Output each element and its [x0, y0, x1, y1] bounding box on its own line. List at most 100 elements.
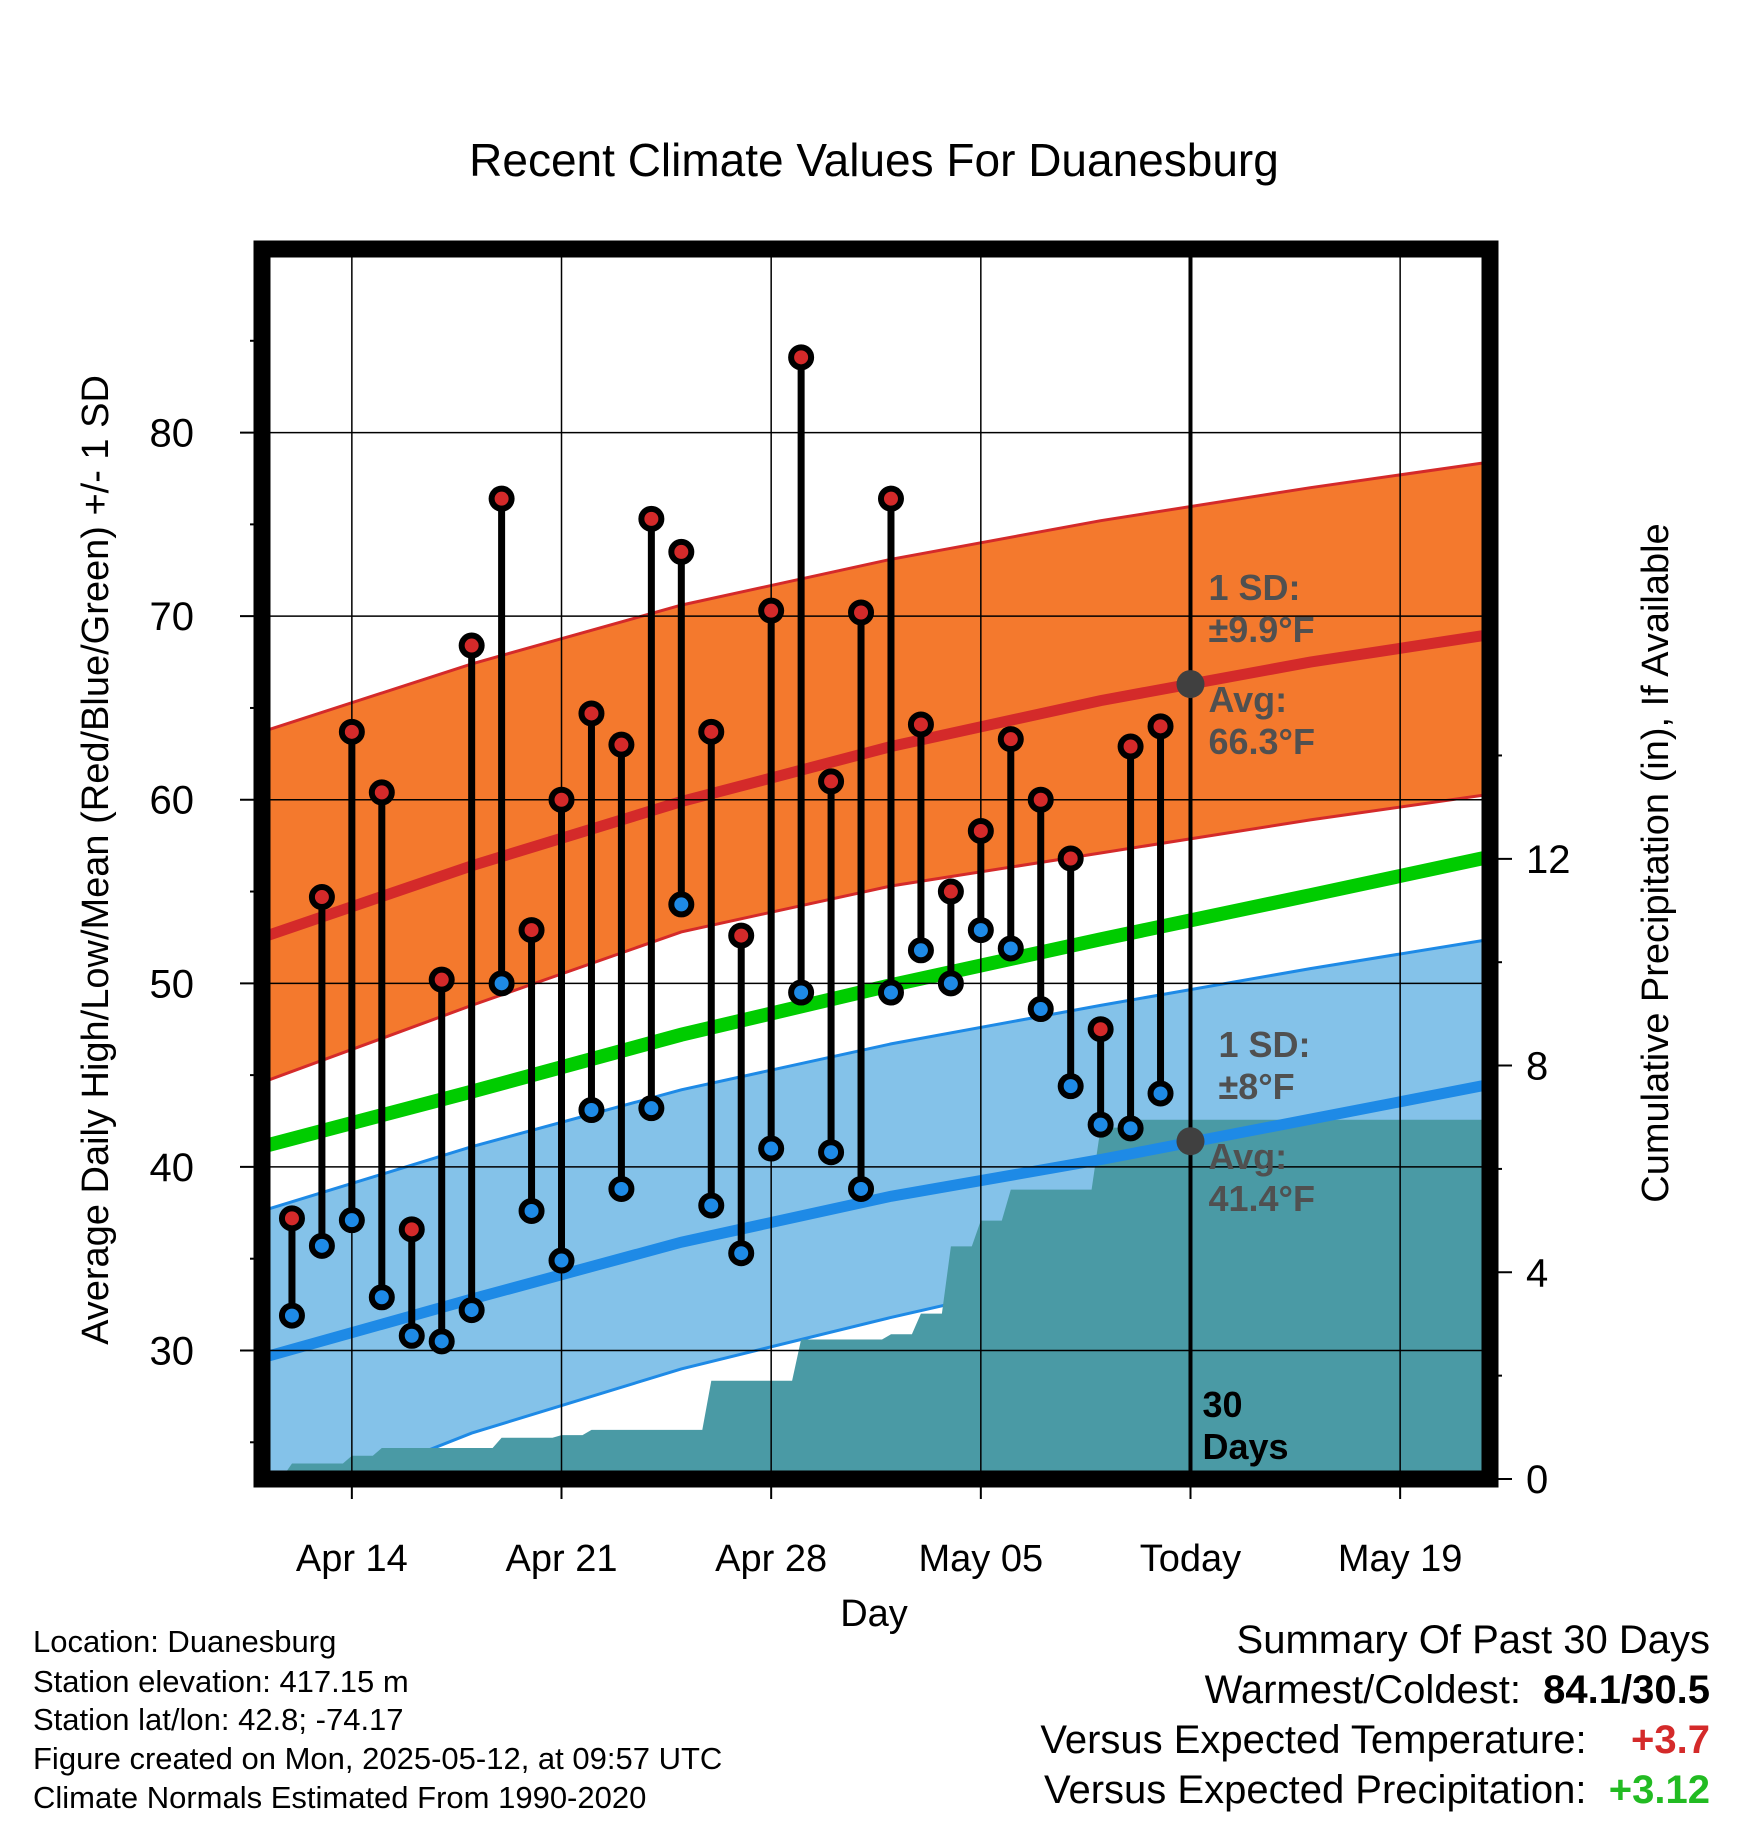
daily-low-point	[1147, 1080, 1174, 1107]
daily-high-point	[338, 718, 365, 745]
low-sd-value: ±8°F	[1218, 1066, 1294, 1107]
daily-high-point	[278, 1205, 305, 1232]
x-axis-label: Day	[840, 1593, 908, 1635]
daily-low-point	[788, 979, 815, 1006]
daily-low-point	[668, 891, 695, 918]
normals-layer	[262, 460, 1490, 1479]
precip-value: +3.12	[1608, 1768, 1710, 1812]
x-tick-label: May 19	[1338, 1538, 1463, 1580]
precip-label: Versus Expected Precipitation:	[1044, 1768, 1587, 1812]
daily-high-point	[368, 779, 395, 806]
daily-low-point	[608, 1175, 635, 1202]
today-avg-low-marker	[1176, 1127, 1205, 1156]
daily-low-point	[548, 1247, 575, 1274]
daily-high-point	[728, 922, 755, 949]
daily-high-point	[788, 344, 815, 371]
summary-precipitation: Versus Expected Precipitation: +3.12	[1044, 1768, 1710, 1813]
y2-tick-label: 4	[1526, 1251, 1548, 1295]
daily-low-point	[907, 937, 934, 964]
daily-low-point	[1027, 996, 1054, 1023]
days-label: Days	[1202, 1426, 1288, 1467]
daily-high-point	[638, 505, 665, 532]
daily-high-point	[428, 966, 455, 993]
daily-low-point	[937, 970, 964, 997]
daily-low-point	[728, 1240, 755, 1267]
high-avg-label: Avg:	[1208, 679, 1287, 720]
daily-low-point	[997, 935, 1024, 962]
daily-high-point	[308, 884, 335, 911]
daily-low-point	[518, 1197, 545, 1224]
summary-temperature: Versus Expected Temperature: +3.7	[1040, 1718, 1710, 1763]
today-layer	[1176, 249, 1205, 1479]
chart-title: Recent Climate Values For Duanesburg	[469, 134, 1279, 186]
cumulative-precip-area	[262, 1119, 1490, 1479]
low-avg-label: Avg:	[1208, 1136, 1287, 1177]
x-tick-label: Today	[1140, 1538, 1241, 1580]
x-tick-label: Apr 28	[715, 1538, 827, 1580]
daily-low-point	[578, 1097, 605, 1123]
y2-axis-label: Cumulative Precipitation (in), If Availa…	[1635, 523, 1677, 1202]
daily-high-point	[668, 538, 695, 565]
axes-layer: 30 40 50 60 70 80 0 4 8 12 Apr 14 Apr 21 Apr 28 May 0…	[150, 339, 1571, 1580]
summary-title: Summary Of Past 30 Days	[1236, 1618, 1710, 1662]
y-tick-label: 80	[150, 412, 195, 456]
y2-tick-label: 0	[1526, 1458, 1548, 1502]
daily-high-point	[877, 485, 904, 512]
today-avg-high-marker	[1176, 670, 1205, 699]
temp-value: +3.7	[1631, 1718, 1710, 1762]
daily-high-point	[758, 597, 785, 624]
daily-high-point	[1057, 845, 1084, 872]
daily-high-point	[458, 632, 485, 659]
x-tick-label: Apr 14	[296, 1538, 408, 1580]
daily-low-point	[1087, 1111, 1114, 1138]
meta-latlon: Station lat/lon: 42.8; -74.17	[33, 1702, 404, 1737]
daily-low-point	[488, 970, 515, 997]
daily-high-point	[1027, 786, 1054, 813]
y2-tick-label: 12	[1526, 838, 1571, 882]
daily-low-point	[428, 1328, 455, 1355]
daily-low-point	[638, 1095, 665, 1122]
daily-high-point	[848, 599, 875, 626]
daily-high-point	[1117, 733, 1144, 760]
daily-high-point	[1147, 713, 1174, 740]
daily-high-point	[818, 768, 845, 795]
daily-high-point	[937, 878, 964, 905]
daily-low-point	[308, 1232, 335, 1259]
x-tick-label: May 05	[919, 1538, 1044, 1580]
y-tick-label: 30	[150, 1329, 195, 1373]
high-sd-value: ±9.9°F	[1208, 609, 1314, 650]
meta-created: Figure created on Mon, 2025-05-12, at 09…	[33, 1741, 723, 1776]
daily-low-point	[278, 1302, 305, 1329]
plot-frame	[253, 240, 1499, 1488]
daily-high-point	[608, 731, 635, 758]
warmest-coldest-label: Warmest/Coldest:	[1204, 1668, 1521, 1712]
daily-high-point	[997, 726, 1024, 753]
daily-low-point	[338, 1207, 365, 1234]
daily-high-point	[907, 711, 934, 738]
daily-high-point	[398, 1216, 425, 1243]
y-tick-label: 40	[150, 1146, 195, 1190]
daily-high-point	[488, 485, 515, 512]
daily-low-point	[967, 917, 994, 944]
high-sd-band	[262, 462, 1490, 1083]
daily-low-point	[758, 1135, 785, 1162]
high-avg-value: 66.3°F	[1208, 721, 1314, 762]
meta-location: Location: Duanesburg	[33, 1624, 337, 1659]
days-count: 30	[1202, 1384, 1242, 1425]
daily-low-point	[1057, 1073, 1084, 1100]
meta-normals: Climate Normals Estimated From 1990-2020	[33, 1780, 647, 1815]
temp-label: Versus Expected Temperature:	[1040, 1718, 1587, 1762]
daily-high-point	[698, 718, 725, 745]
y-tick-label: 50	[150, 962, 195, 1006]
high-sd-label: 1 SD:	[1208, 567, 1300, 608]
low-avg-value: 41.4°F	[1208, 1178, 1314, 1219]
y-tick-label: 60	[150, 779, 195, 823]
precip-layer	[262, 1119, 1490, 1479]
daily-low-point	[848, 1175, 875, 1202]
daily-low-point	[877, 979, 904, 1006]
daily-low-point	[818, 1139, 845, 1166]
low-sd-label: 1 SD:	[1218, 1024, 1310, 1065]
daily-high-point	[967, 817, 994, 844]
warmest-coldest-value: 84.1/30.5	[1543, 1668, 1710, 1712]
